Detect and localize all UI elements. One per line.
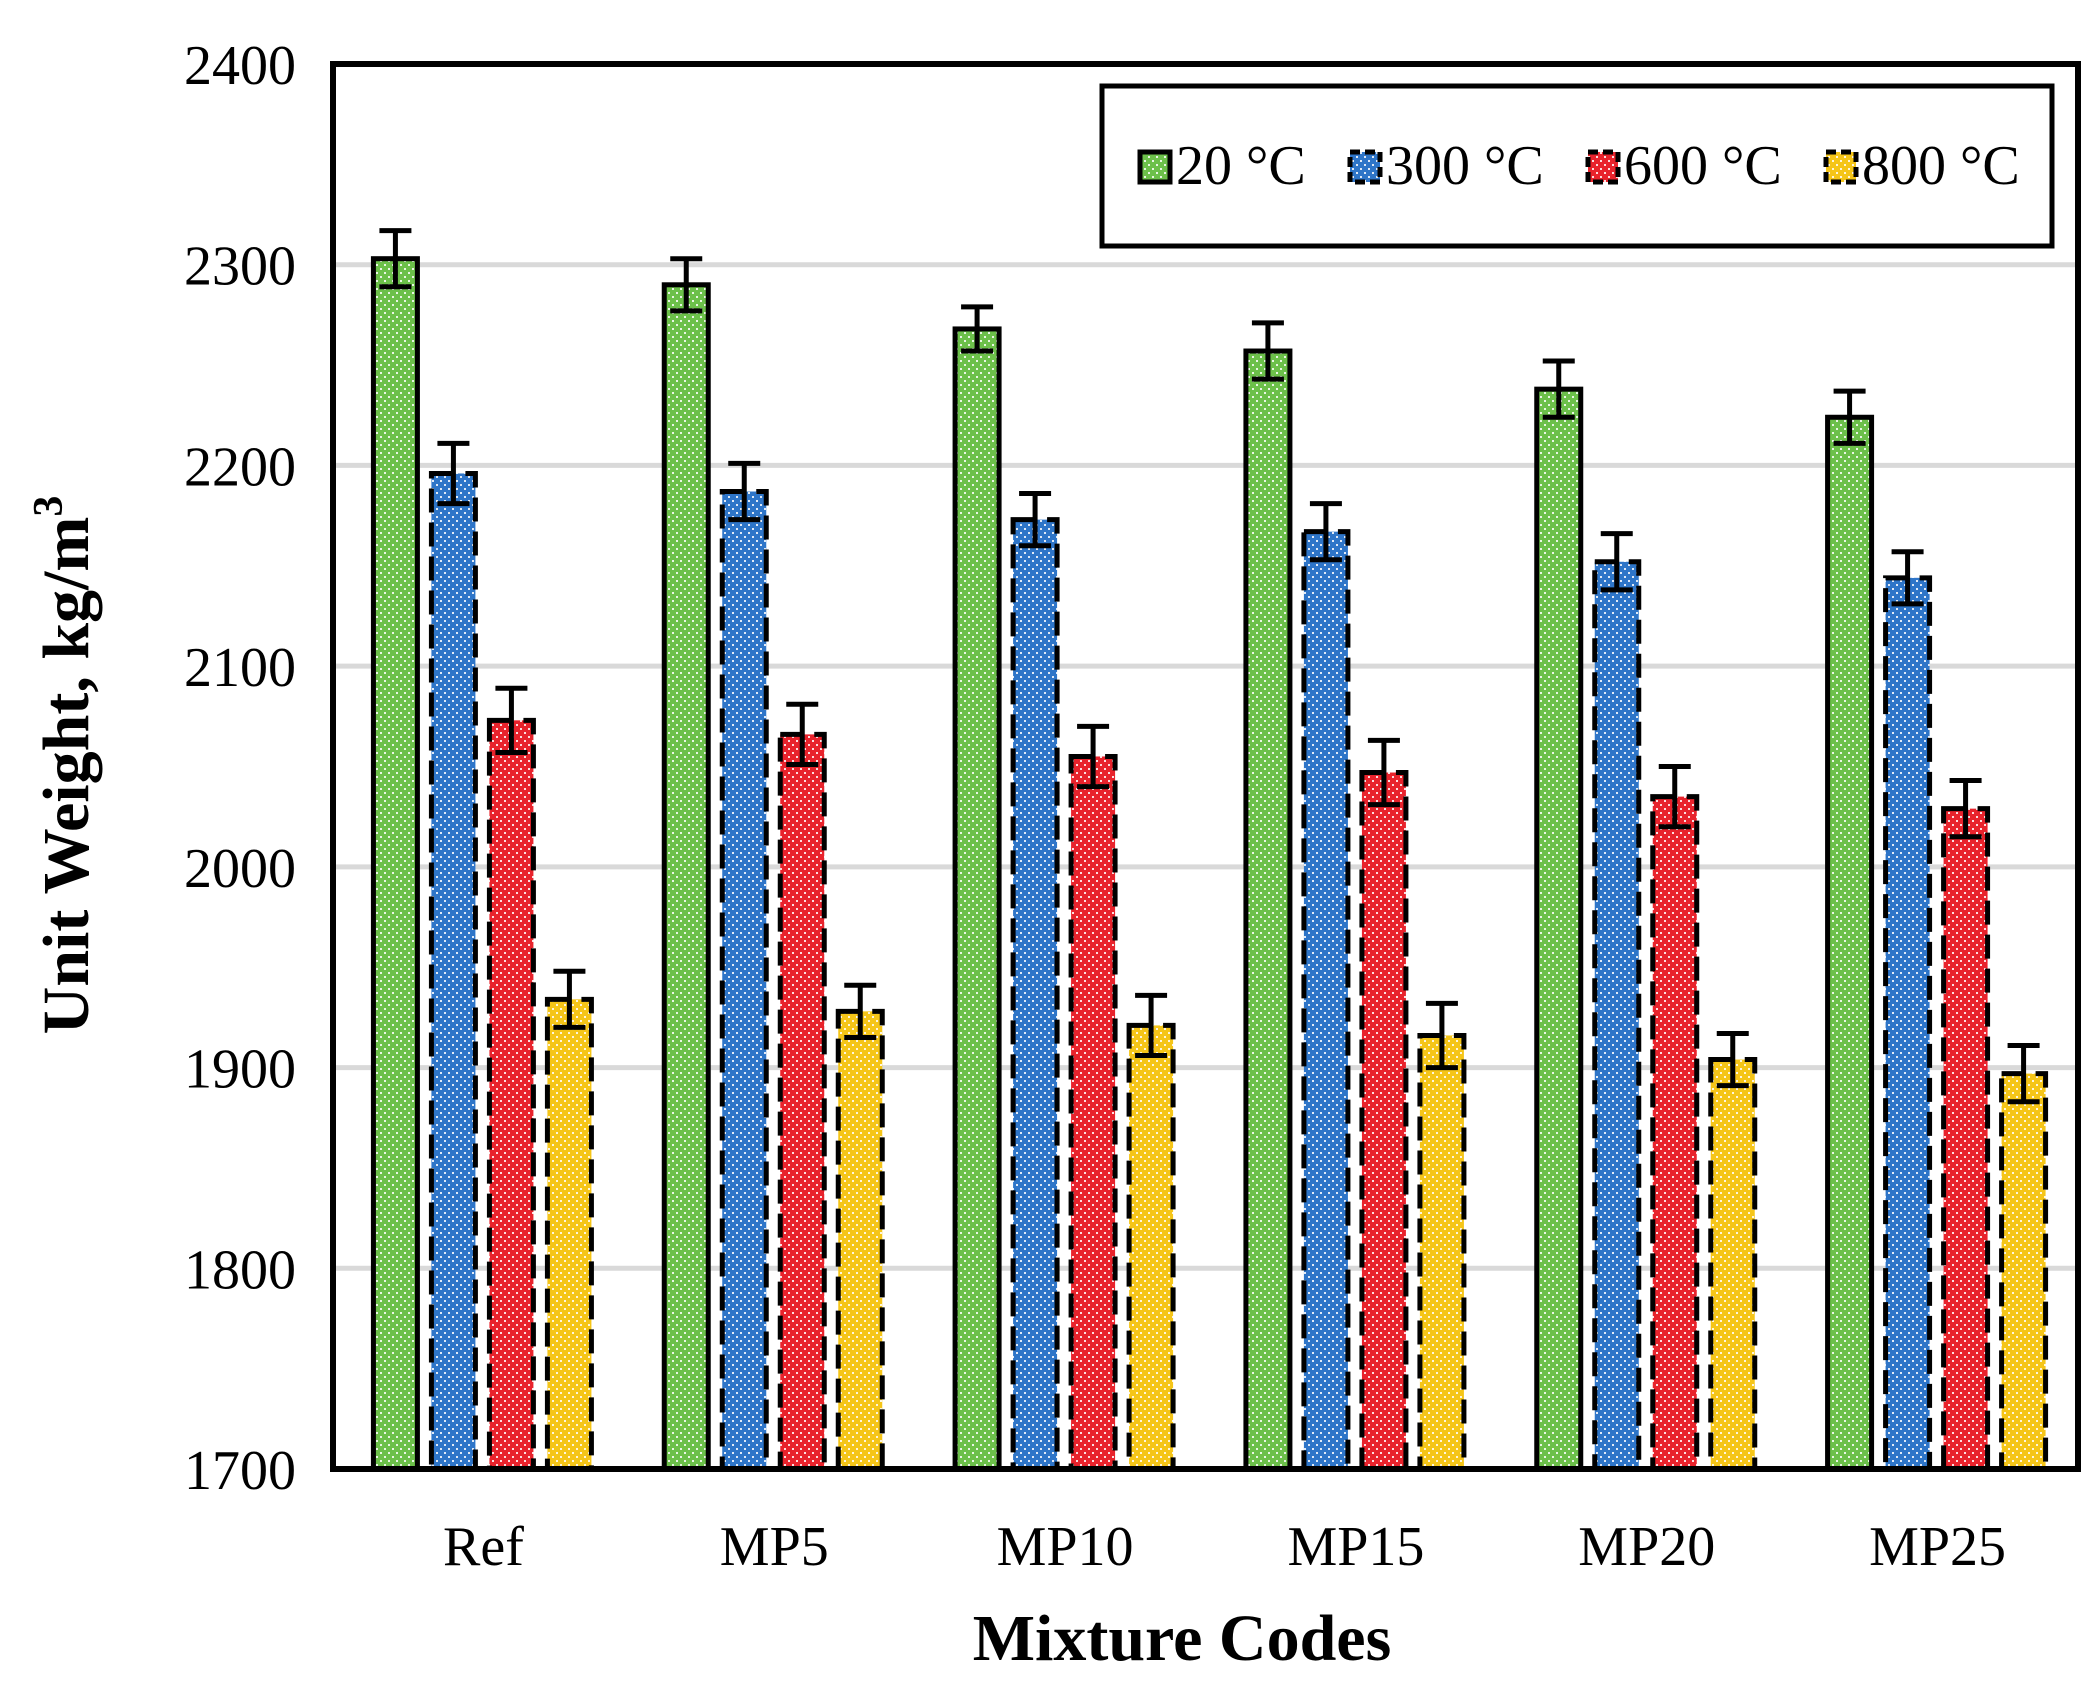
bar-ref-2 — [486, 717, 536, 1472]
bar-mp5-0 — [661, 282, 711, 1472]
bar-mp20-3 — [1708, 1057, 1758, 1472]
legend-item: 800 °C — [1823, 135, 2020, 197]
error-bar-ref-3 — [553, 968, 586, 1030]
bar-mp20-1 — [1592, 559, 1642, 1472]
error-bar-mp25-1 — [1891, 549, 1924, 607]
error-bar-mp10-2 — [1077, 723, 1110, 790]
error-bar-ref-1 — [437, 440, 470, 507]
bar-mp10-2 — [1068, 753, 1118, 1472]
error-bar-mp20-2 — [1658, 764, 1691, 830]
legend-swatch — [1137, 149, 1173, 185]
y-tick-label: 1900 — [184, 1039, 296, 1101]
legend-box — [1099, 83, 2055, 249]
error-bar-mp25-2 — [1949, 778, 1982, 840]
error-bar-mp5-1 — [728, 460, 761, 523]
x-tick-label: MP15 — [1287, 1516, 1424, 1578]
bar-mp5-1 — [719, 489, 769, 1472]
y-tick-label: 1700 — [184, 1440, 296, 1502]
error-bar-mp10-3 — [1135, 992, 1168, 1059]
y-axis-title-superscript: 3 — [26, 496, 72, 517]
y-tick-label: 2100 — [184, 637, 296, 699]
bar-mp15-0 — [1243, 348, 1293, 1472]
legend-item: 20 °C — [1137, 135, 1306, 197]
gridlines — [333, 262, 2078, 1271]
error-bar-mp10-0 — [961, 304, 994, 354]
y-tick-label: 2300 — [184, 236, 296, 298]
bar-mp10-1 — [1010, 517, 1060, 1472]
bar-ref-1 — [428, 470, 478, 1472]
legend-item: 600 °C — [1585, 135, 1782, 197]
x-axis-title: Mixture Codes — [973, 1602, 1392, 1675]
bar-mp10-3 — [1126, 1022, 1176, 1472]
error-bar-mp5-2 — [786, 701, 819, 767]
error-bar-mp20-1 — [1600, 531, 1633, 593]
bar-mp20-2 — [1650, 794, 1700, 1472]
legend-swatch — [1585, 149, 1621, 185]
bar-mp15-1 — [1301, 529, 1351, 1472]
error-bar-mp15-1 — [1309, 501, 1342, 563]
bar-ref-0 — [370, 256, 420, 1472]
bar-mp5-3 — [835, 1008, 885, 1472]
y-tick-label: 1800 — [184, 1239, 296, 1301]
legend-swatch — [1347, 149, 1383, 185]
bar-mp25-0 — [1825, 414, 1875, 1472]
bar-mp25-3 — [1999, 1071, 2049, 1472]
x-axis-ticks: Ref MP5 MP10 MP15 MP20 MP25 — [443, 1516, 2006, 1578]
error-bar-mp25-0 — [1833, 388, 1866, 446]
x-tick-label: Ref — [443, 1516, 524, 1578]
bars — [370, 256, 2049, 1472]
y-tick-label: 2000 — [184, 838, 296, 900]
error-bar-mp5-0 — [670, 256, 703, 314]
legend: 20 °C 300 °C 600 °C 800 °C — [1099, 83, 2055, 249]
bar-mp25-1 — [1883, 575, 1933, 1472]
y-axis-title: Unit Weight, kg/m3 — [26, 496, 103, 1035]
y-axis-title-text: Unit Weight, kg/m — [30, 517, 103, 1035]
legend-item: 300 °C — [1347, 135, 1544, 197]
error-bar-ref-2 — [495, 685, 528, 755]
legend-label: 300 °C — [1386, 135, 1544, 197]
y-axis-ticks: 1700 1800 1900 2000 2100 2200 2300 2400 — [184, 35, 296, 1502]
error-bar-mp5-3 — [844, 982, 877, 1040]
y-tick-label: 2200 — [184, 436, 296, 498]
plot-frame — [330, 61, 2081, 1472]
error-bar-mp25-3 — [2007, 1042, 2040, 1105]
error-bar-mp10-1 — [1019, 491, 1052, 549]
legend-label: 20 °C — [1176, 135, 1306, 197]
error-bar-mp15-0 — [1251, 320, 1284, 382]
error-bar-mp15-2 — [1367, 737, 1400, 808]
legend-swatch — [1823, 149, 1859, 185]
x-tick-label: MP25 — [1869, 1516, 2006, 1578]
error-bars — [379, 228, 2040, 1105]
x-tick-label: MP5 — [720, 1516, 829, 1578]
y-tick-label: 2400 — [184, 35, 296, 97]
error-bar-mp20-0 — [1542, 358, 1575, 420]
bar-mp15-2 — [1359, 770, 1409, 1472]
error-bar-mp20-3 — [1716, 1030, 1749, 1089]
x-tick-label: MP10 — [997, 1516, 1134, 1578]
x-tick-label: MP20 — [1578, 1516, 1715, 1578]
bar-mp25-2 — [1941, 806, 1991, 1472]
bar-mp20-0 — [1534, 386, 1584, 1472]
error-bar-ref-0 — [379, 228, 412, 290]
bar-mp15-3 — [1417, 1032, 1467, 1472]
legend-label: 800 °C — [1862, 135, 2020, 197]
error-bar-mp15-3 — [1425, 1000, 1458, 1071]
bar-ref-3 — [544, 996, 594, 1472]
bar-mp5-2 — [777, 731, 827, 1472]
bar-mp10-0 — [952, 326, 1002, 1472]
legend-label: 600 °C — [1624, 135, 1782, 197]
